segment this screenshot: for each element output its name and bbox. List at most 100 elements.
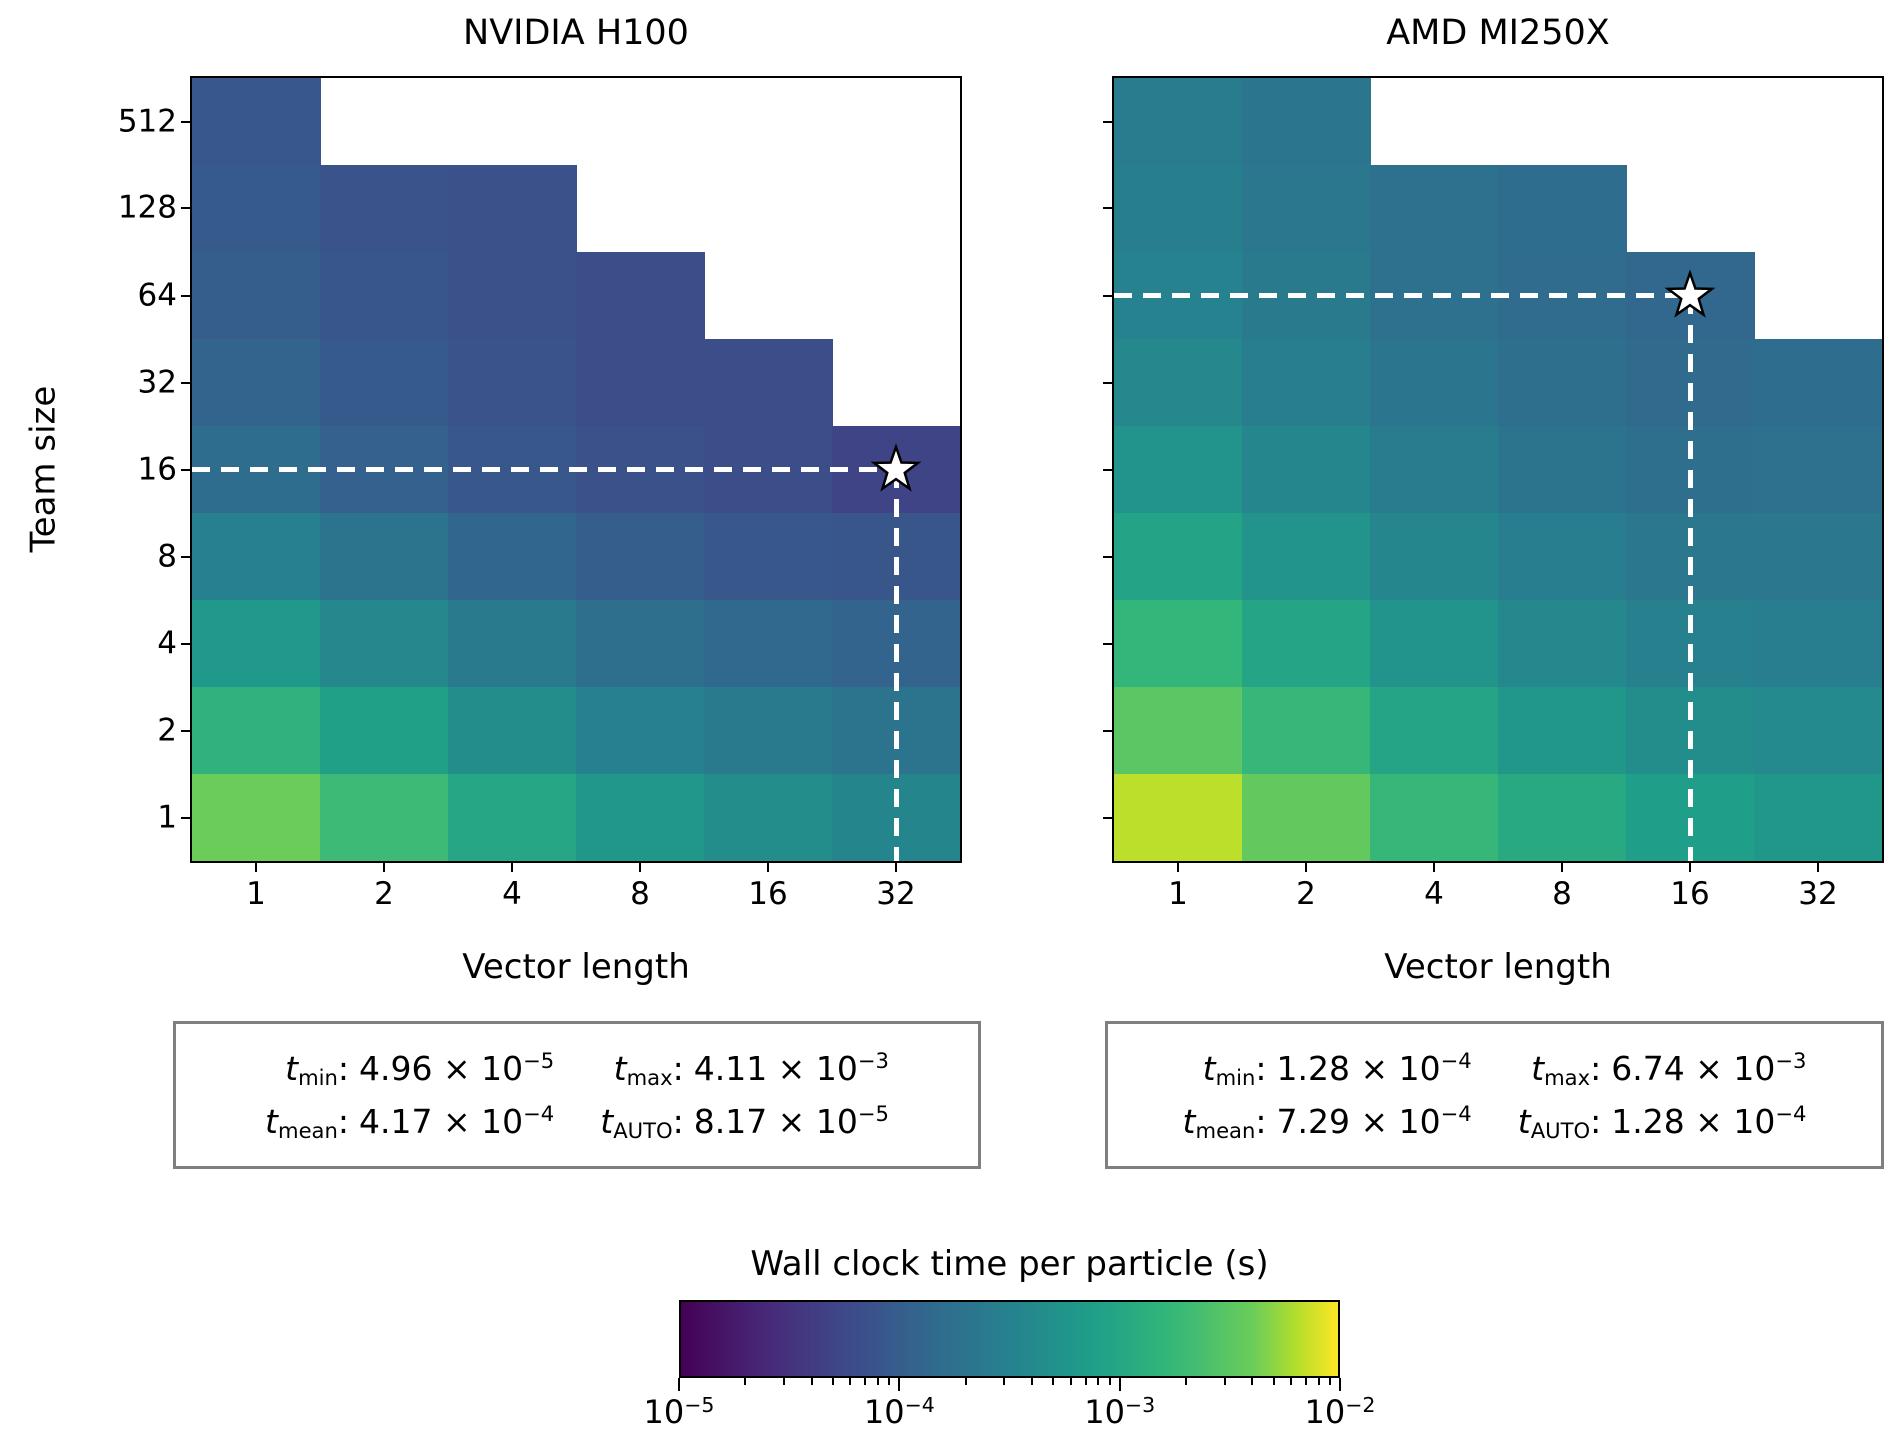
heatmap-cell — [448, 774, 577, 861]
heatmap-cell — [192, 687, 321, 775]
x-tick-label: 1 — [246, 876, 266, 912]
y-axis-tick — [1103, 468, 1112, 471]
y-axis-tick — [1103, 642, 1112, 645]
heatmap-cell — [192, 774, 321, 861]
x-tick-label: 4 — [502, 876, 522, 912]
colorbar-minor-tick — [888, 1378, 891, 1385]
colorbar-minor-tick — [1108, 1378, 1111, 1385]
heatmap-cell — [320, 687, 449, 775]
x-axis-tick — [383, 863, 385, 872]
x-axis-tick — [1689, 863, 1691, 872]
heatmap-cell — [1498, 774, 1627, 861]
x-tick-label: 32 — [876, 876, 916, 912]
y-axis-tick — [181, 381, 190, 384]
y-axis-label: Team size — [23, 385, 64, 553]
stats-grid: tmin: 1.28 × 10−4 tmax: 6.74 × 10−3 tmean: 7.… — [1182, 1048, 1807, 1144]
x-axis-tick — [1561, 863, 1563, 872]
y-axis-tick — [1103, 207, 1112, 210]
y-tick-label: 2 — [157, 712, 177, 748]
colorbar-tick-label: 10−5 — [643, 1392, 715, 1431]
x-tick-label: 16 — [1670, 876, 1710, 912]
plot-title-nvidia-h100: NVIDIA H100 — [463, 13, 689, 53]
heatmap-cell — [704, 599, 833, 688]
colorbar-minor-tick — [1251, 1378, 1254, 1385]
colorbar-minor-tick — [1184, 1378, 1187, 1385]
stat-value-max: 6.74 × 10−3 — [1611, 1048, 1807, 1088]
colorbar-minor-tick — [783, 1378, 786, 1385]
x-axis-tick — [511, 863, 513, 872]
colorbar-minor-tick — [1223, 1378, 1226, 1385]
heatmap-cell — [448, 252, 577, 340]
heatmap-cell — [1370, 513, 1499, 601]
heatmap-cell — [192, 513, 321, 601]
y-axis-tick — [181, 816, 190, 819]
heatmap-cell — [576, 599, 705, 688]
x-axis-tick — [1177, 863, 1179, 872]
heatmap-cell — [1114, 774, 1243, 861]
y-axis-tick — [1103, 816, 1112, 819]
y-axis-tick — [181, 207, 190, 210]
y-axis-tick — [181, 120, 190, 123]
heatmap-cells — [1114, 78, 1882, 861]
heatmap-cell — [192, 78, 321, 166]
y-axis-tick — [1103, 294, 1112, 297]
colorbar-tick-label: 10−2 — [1304, 1392, 1376, 1431]
x-axis-tick — [1433, 863, 1435, 872]
heatmap-cell — [320, 338, 449, 427]
heatmap-cell — [1114, 599, 1243, 688]
stats-box-amd-mi250x: tmin: 1.28 × 10−4 tmax: 6.74 × 10−3 tmean: 7.… — [1105, 1021, 1884, 1169]
y-axis-tick — [1103, 381, 1112, 384]
heatmap-cell — [1754, 426, 1882, 514]
stat-label-mean: tmean: — [1182, 1102, 1267, 1144]
colorbar-title: Wall clock time per particle (s) — [750, 1244, 1269, 1284]
heatmap-cell — [1754, 338, 1882, 427]
y-axis-tick — [181, 642, 190, 645]
heatmap-cell — [1242, 513, 1371, 601]
stat-label-max: tmax: — [1531, 1049, 1602, 1091]
stats-grid: tmin: 4.96 × 10−5 tmax: 4.11 × 10−3 tmean: 4.… — [265, 1048, 889, 1144]
heatmap-cell — [1114, 426, 1243, 514]
heatmap-cell — [704, 687, 833, 775]
heatmap-cell — [448, 513, 577, 601]
x-axis-tick — [639, 863, 641, 872]
heatmap-cell — [1754, 774, 1882, 861]
heatmap-cell — [704, 774, 833, 861]
x-tick-label: 2 — [374, 876, 394, 912]
y-tick-label: 32 — [137, 364, 177, 400]
heatmap-cell — [320, 774, 449, 861]
colorbar-minor-tick — [876, 1378, 879, 1385]
colorbar-tick-label: 10−4 — [863, 1392, 935, 1431]
x-tick-label: 16 — [748, 876, 788, 912]
heatmap-cell — [448, 338, 577, 427]
x-axis-tick — [1817, 863, 1819, 872]
optimum-star-icon — [870, 442, 922, 492]
heatmap-cell — [1370, 426, 1499, 514]
colorbar-major-tick — [1118, 1378, 1121, 1391]
heatmap-cell — [576, 687, 705, 775]
stat-value-AUTO: 8.17 × 10−5 — [693, 1101, 889, 1141]
colorbar-major-tick — [1339, 1378, 1341, 1391]
heatmap-cell — [1498, 165, 1627, 253]
optimum-star-icon — [1664, 268, 1716, 318]
stat-value-min: 1.28 × 10−4 — [1276, 1048, 1472, 1088]
x-axis-tick — [255, 863, 257, 872]
heatmap-cell — [576, 338, 705, 427]
stat-label-mean: tmean: — [265, 1102, 349, 1144]
heatmap-cell — [576, 774, 705, 861]
heatmap-cell — [576, 513, 705, 601]
y-axis-tick — [181, 294, 190, 297]
heatmap-cell — [448, 687, 577, 775]
colorbar-major-tick — [678, 1378, 680, 1391]
heatmap-cell — [1370, 165, 1499, 253]
heatmap-cell — [448, 599, 577, 688]
stat-label-min: tmin: — [1202, 1049, 1267, 1091]
y-axis-tick — [1103, 555, 1112, 558]
heatmap-cell — [704, 513, 833, 601]
heatmap-cell — [1242, 774, 1371, 861]
heatmap-cell — [192, 338, 321, 427]
heatmap-cell — [1498, 513, 1627, 601]
colorbar-minor-tick — [1084, 1378, 1087, 1385]
stat-value-max: 4.11 × 10−3 — [693, 1048, 889, 1088]
colorbar-minor-tick — [810, 1378, 813, 1385]
colorbar-minor-tick — [1069, 1378, 1072, 1385]
